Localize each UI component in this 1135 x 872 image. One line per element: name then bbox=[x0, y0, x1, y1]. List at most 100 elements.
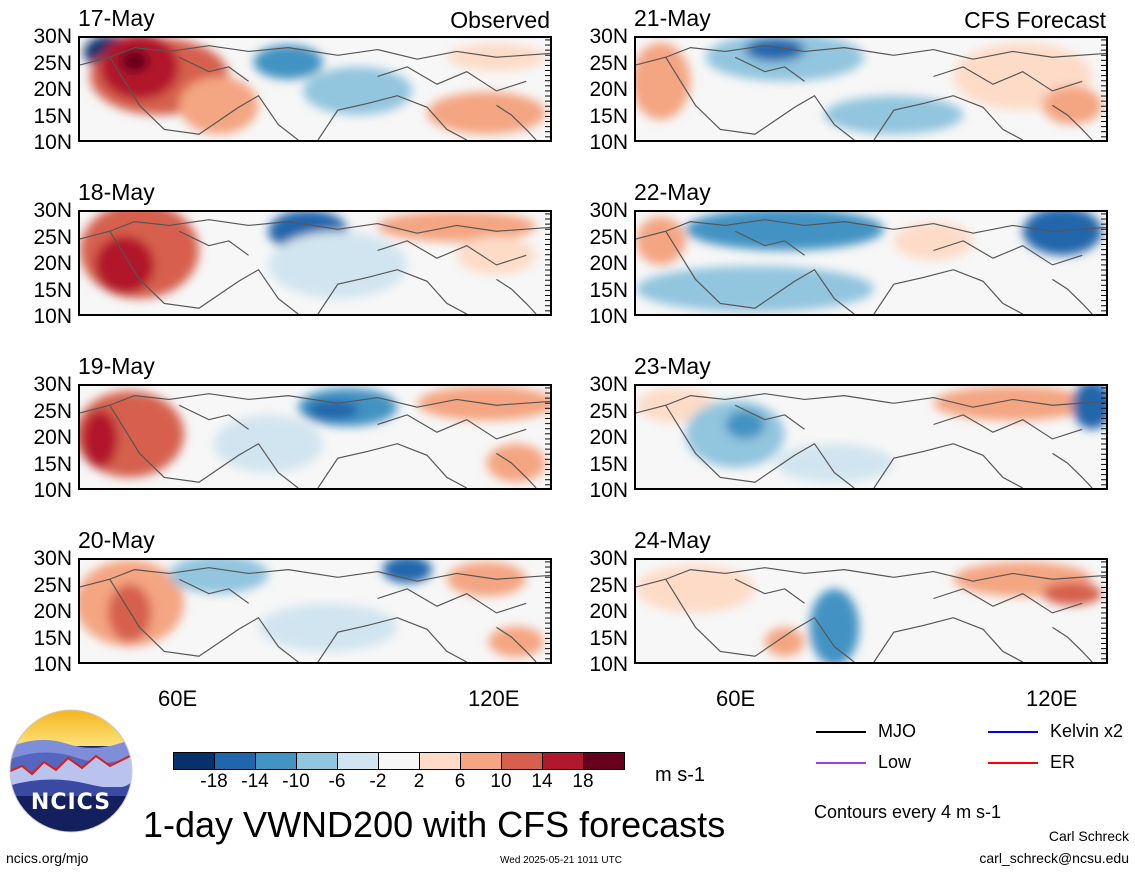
footer-url: ncics.org/mjo bbox=[6, 850, 89, 866]
coastline bbox=[178, 404, 249, 430]
wind-anomaly-blob bbox=[382, 560, 432, 584]
y-tick-label: 15N bbox=[589, 626, 628, 650]
coastline bbox=[317, 95, 467, 140]
coastline bbox=[109, 230, 299, 314]
map-panel bbox=[634, 36, 1108, 142]
colorbar-swatch bbox=[255, 752, 297, 770]
legend-line-er bbox=[988, 762, 1038, 764]
y-tick-label: 15N bbox=[33, 626, 72, 650]
coastline bbox=[109, 578, 299, 662]
map-panel bbox=[78, 210, 552, 316]
coastline bbox=[873, 617, 1023, 662]
coastline bbox=[636, 393, 1106, 414]
wind-anomaly-blob bbox=[268, 231, 408, 299]
legend-label-kelvin: Kelvin x2 bbox=[1050, 721, 1124, 741]
y-tick-label: 10N bbox=[33, 305, 72, 328]
footer-author: Carl Schreck bbox=[1048, 828, 1129, 844]
wind-anomaly-blob bbox=[636, 42, 691, 120]
wind-anomaly-blob bbox=[377, 212, 537, 242]
y-tick-label: 15N bbox=[33, 452, 72, 476]
y-tick-label: 10N bbox=[589, 305, 628, 328]
coastline bbox=[496, 452, 537, 488]
y-tick-label: 25N bbox=[33, 225, 72, 249]
wind-anomaly-blob bbox=[258, 603, 398, 652]
y-tick-label: 30N bbox=[33, 547, 72, 570]
y-tick-label: 30N bbox=[33, 199, 72, 222]
wind-anomaly-blob bbox=[893, 221, 974, 261]
wind-anomaly-blob bbox=[213, 414, 323, 473]
wind-anomaly-blob bbox=[307, 400, 359, 420]
coastline bbox=[636, 45, 1106, 66]
colorbar-units: m s-1 bbox=[655, 764, 705, 786]
panel-date-label: 23-May bbox=[634, 353, 711, 379]
y-tick-label: 20N bbox=[589, 78, 628, 101]
coastline bbox=[873, 443, 1023, 488]
map-panel bbox=[634, 384, 1108, 490]
colorbar-tick-label: 18 bbox=[572, 771, 594, 792]
panel-date-label: 20-May bbox=[78, 527, 155, 553]
y-tick-label: 25N bbox=[33, 399, 72, 423]
colorbar-swatch bbox=[296, 752, 338, 770]
wind-anomaly-blob bbox=[1022, 212, 1103, 256]
x-tick-120e-right: 120E bbox=[1026, 686, 1078, 711]
map-panel bbox=[634, 558, 1108, 664]
logo-label: NCICS bbox=[30, 790, 112, 815]
coastline bbox=[636, 219, 1106, 240]
map-panel bbox=[78, 384, 552, 490]
coastline bbox=[109, 56, 299, 140]
coastline bbox=[636, 567, 1106, 588]
y-tick-label: 30N bbox=[33, 25, 72, 48]
colorbar-tick-label: -6 bbox=[328, 771, 346, 792]
colorbar-tick-label: -2 bbox=[369, 771, 387, 792]
wind-anomaly-blob bbox=[486, 443, 547, 483]
panel-date-label: 21-May bbox=[634, 5, 711, 31]
wind-anomaly-blob bbox=[636, 564, 755, 613]
y-tick-label: 15N bbox=[589, 452, 628, 476]
footer-email: carl_schreck@ncsu.edu bbox=[979, 850, 1129, 866]
coastline bbox=[80, 567, 550, 588]
wind-anomaly-blob bbox=[120, 49, 149, 73]
coastline bbox=[734, 230, 805, 256]
y-tick-label: 30N bbox=[589, 199, 628, 222]
colorbar-swatch bbox=[173, 752, 215, 770]
y-tick-label: 25N bbox=[589, 399, 628, 423]
panel-source-label: Observed bbox=[450, 7, 550, 33]
y-tick-label: 30N bbox=[589, 547, 628, 570]
panel-date-label: 24-May bbox=[634, 527, 711, 553]
y-tick-label: 20N bbox=[33, 426, 72, 449]
coastline bbox=[377, 240, 527, 266]
coastline bbox=[933, 66, 1083, 92]
coastline bbox=[80, 393, 550, 414]
colorbar-tick-label: -10 bbox=[282, 771, 310, 792]
wind-anomaly-blob bbox=[636, 216, 686, 265]
coastline bbox=[317, 617, 467, 662]
coastline bbox=[317, 269, 467, 314]
wind-anomaly-blob bbox=[303, 66, 413, 115]
coastline bbox=[1052, 278, 1093, 314]
wind-anomaly-blob bbox=[253, 44, 323, 80]
x-tick-120e-left: 120E bbox=[468, 686, 520, 711]
wind-anomaly-blob bbox=[774, 443, 894, 483]
wind-anomaly-blob bbox=[1042, 86, 1103, 125]
y-tick-label: 10N bbox=[589, 653, 628, 676]
x-tick-60e-right: 60E bbox=[716, 686, 756, 711]
coastline bbox=[178, 230, 249, 256]
coastline bbox=[1052, 452, 1093, 488]
colorbar-swatch bbox=[501, 752, 543, 770]
map-panel bbox=[634, 210, 1108, 316]
coastline bbox=[496, 104, 537, 140]
y-tick-label: 20N bbox=[589, 252, 628, 275]
wind-anomaly-blob bbox=[809, 588, 860, 662]
wind-anomaly-blob bbox=[636, 265, 874, 313]
wind-anomaly-blob bbox=[427, 91, 547, 135]
y-tick-label: 15N bbox=[589, 278, 628, 302]
y-tick-label: 25N bbox=[589, 51, 628, 75]
y-tick-label: 20N bbox=[33, 78, 72, 101]
legend-line-kelvin bbox=[988, 731, 1038, 733]
y-tick-label: 30N bbox=[33, 373, 72, 396]
colorbar-swatch bbox=[378, 752, 420, 770]
wind-anomaly-blob bbox=[456, 236, 537, 275]
footer-timestamp: Wed 2025-05-21 1011 UTC bbox=[500, 855, 622, 866]
y-tick-label: 25N bbox=[589, 225, 628, 249]
colorbar-tick-label: -14 bbox=[241, 771, 269, 792]
